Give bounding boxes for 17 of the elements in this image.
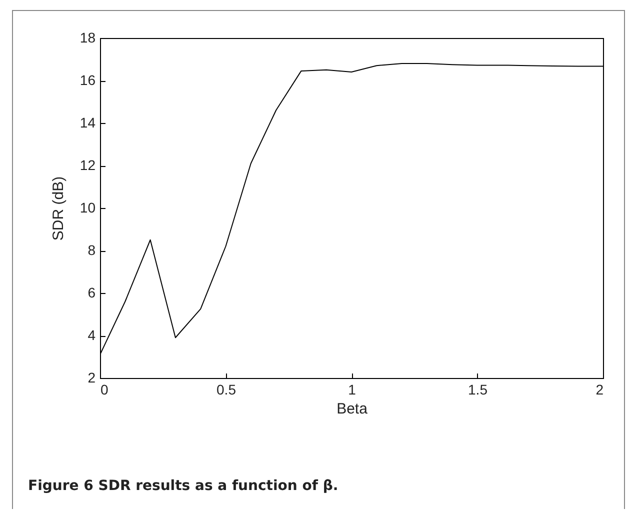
- x-axis-title: Beta: [336, 400, 368, 418]
- y-tick-label: 14: [80, 114, 96, 130]
- x-tick-label: 0: [100, 382, 108, 398]
- y-tick-label: 16: [80, 72, 96, 88]
- y-tick-label: 10: [80, 200, 96, 216]
- y-axis-title: SDR (dB): [50, 176, 67, 241]
- x-tick-label: 1: [348, 382, 356, 398]
- y-tick-label: 6: [88, 284, 96, 300]
- x-tick-label: 2: [596, 382, 604, 398]
- y-tick-label: 4: [88, 327, 96, 343]
- y-tick-label: 12: [80, 157, 96, 173]
- y-tick-label: 8: [88, 242, 96, 258]
- x-tick-label: 0.5: [216, 382, 236, 398]
- caption: Figure 6 SDR results as a function of β.: [28, 478, 338, 494]
- x-tick-label: 1.5: [468, 382, 488, 398]
- y-tick-label: 2: [88, 370, 96, 386]
- y-tick-label: 18: [80, 30, 96, 46]
